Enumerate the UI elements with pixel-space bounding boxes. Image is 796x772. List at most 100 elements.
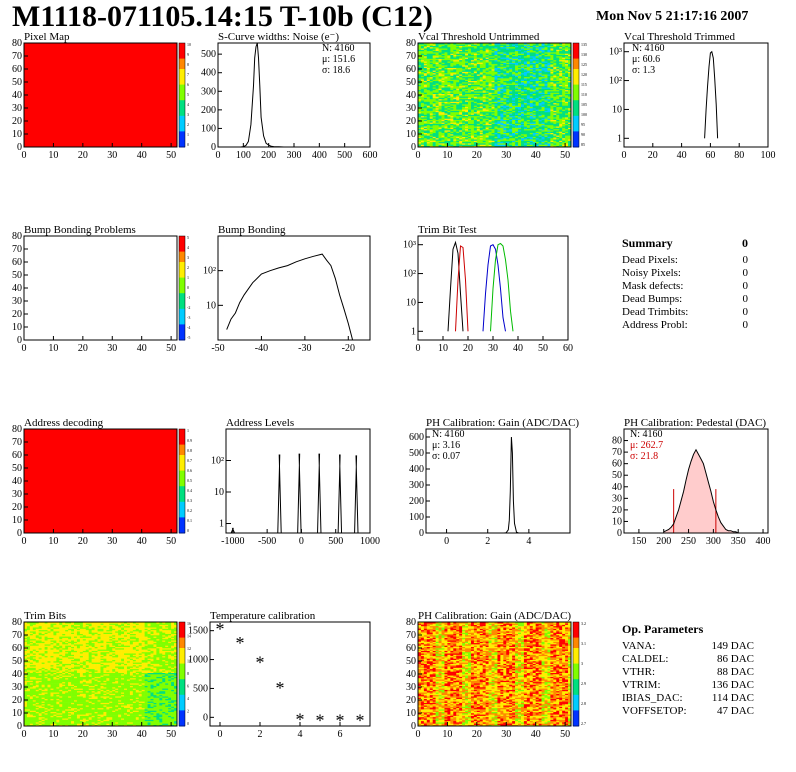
heatmap-cell — [526, 131, 531, 133]
heatmap-cell — [426, 83, 431, 85]
heatmap-cell — [26, 642, 31, 645]
heatmap-cell — [520, 143, 525, 145]
heatmap-cell — [509, 117, 513, 119]
heatmap-cell — [520, 91, 525, 93]
heatmap-cell — [500, 44, 504, 46]
heatmap-cell — [462, 80, 466, 83]
heatmap-cell — [538, 48, 542, 50]
heatmap-cell — [518, 121, 522, 123]
heatmap-cell — [506, 91, 510, 93]
peak-line — [317, 453, 322, 534]
heatmap-cell — [444, 111, 448, 114]
heatmap-cell — [494, 85, 498, 88]
heatmap-cell — [553, 144, 557, 146]
heatmap-cell — [450, 76, 454, 79]
heatmap-cell — [450, 98, 454, 101]
heatmap-cell — [553, 119, 557, 122]
heatmap-cell — [509, 122, 513, 124]
heatmap-cell — [479, 118, 484, 120]
heatmap-cell — [509, 135, 513, 137]
heatmap-cell — [512, 53, 516, 55]
heatmap-cell — [423, 117, 428, 119]
heatmap-cell — [488, 97, 492, 100]
heatmap-cell — [500, 139, 504, 141]
heatmap-cell — [447, 106, 451, 109]
heatmap-cell — [432, 91, 436, 93]
heatmap-cell — [553, 124, 557, 127]
heatmap-cell — [547, 49, 551, 52]
heatmap-cell — [520, 61, 525, 63]
heatmap-cell — [441, 93, 445, 96]
heatmap-cell — [29, 622, 34, 624]
heatmap-cell — [479, 140, 484, 143]
heatmap-cell — [468, 119, 472, 122]
heatmap-cell — [553, 122, 557, 124]
heatmap-cell — [535, 122, 539, 124]
heatmap-cell — [541, 100, 545, 102]
heatmap-cell — [470, 76, 475, 79]
heatmap-cell — [26, 641, 31, 644]
heatmap-cell — [550, 115, 554, 118]
heatmap-cell — [453, 82, 457, 84]
heatmap-cell — [459, 61, 463, 63]
heatmap-cell — [35, 688, 40, 690]
heatmap-cell — [529, 140, 534, 143]
heatmap-cell — [565, 110, 569, 113]
heatmap-cell — [470, 122, 475, 124]
heatmap-cell — [565, 76, 569, 79]
heatmap-cell — [465, 69, 469, 71]
heatmap-cell — [550, 56, 554, 58]
heatmap-cell — [526, 49, 531, 52]
heatmap-cell — [429, 62, 434, 65]
heatmap-cell — [488, 121, 492, 123]
heatmap-cell — [556, 144, 560, 146]
heatmap-cell — [418, 82, 422, 84]
heatmap-cell — [468, 72, 472, 75]
heatmap-cell — [444, 70, 448, 72]
heatmap-cell — [470, 140, 475, 143]
heatmap-cell — [24, 638, 28, 641]
heatmap-cell — [503, 71, 507, 74]
heatmap-cell — [518, 45, 522, 48]
heatmap-cell — [450, 48, 454, 50]
heatmap-cell — [541, 82, 545, 84]
heatmap-cell — [29, 628, 34, 631]
heatmap-cell — [462, 53, 466, 55]
heatmap-cell — [556, 132, 560, 135]
heatmap-cell — [435, 97, 439, 100]
heatmap-cell — [565, 67, 569, 70]
heatmap-cell — [462, 130, 466, 132]
heatmap-cell — [523, 101, 528, 104]
heatmap-cell — [426, 144, 431, 146]
heatmap-cell — [550, 72, 554, 75]
heatmap-cell — [541, 93, 545, 96]
heatmap-cell — [426, 113, 431, 115]
heatmap-cell — [479, 135, 484, 137]
heatmap-cell — [520, 85, 525, 88]
heatmap-cell — [553, 106, 557, 109]
heatmap-cell — [544, 123, 548, 126]
heatmap-cell — [535, 102, 539, 105]
heatmap-cell — [515, 71, 519, 74]
heatmap-cell — [435, 95, 439, 97]
heatmap-cell — [479, 113, 484, 115]
heatmap-cell — [532, 75, 536, 78]
heatmap-cell — [553, 137, 557, 140]
heatmap-cell — [456, 115, 460, 118]
heatmap-cell — [32, 659, 37, 662]
heatmap-cell — [515, 113, 519, 115]
heatmap-cell — [532, 114, 536, 117]
heatmap-cell — [556, 130, 560, 132]
heatmap-cell — [441, 44, 445, 46]
heatmap-cell — [420, 74, 425, 76]
heatmap-cell — [438, 106, 442, 109]
heatmap-cell — [541, 104, 545, 106]
heatmap-cell — [418, 105, 422, 107]
heatmap-cell — [523, 114, 528, 117]
heatmap-fill — [24, 429, 177, 533]
heatmap-cell — [29, 663, 34, 666]
heatmap-cell — [468, 95, 472, 97]
heatmap-cell — [553, 67, 557, 70]
heatmap-cell — [494, 44, 498, 46]
